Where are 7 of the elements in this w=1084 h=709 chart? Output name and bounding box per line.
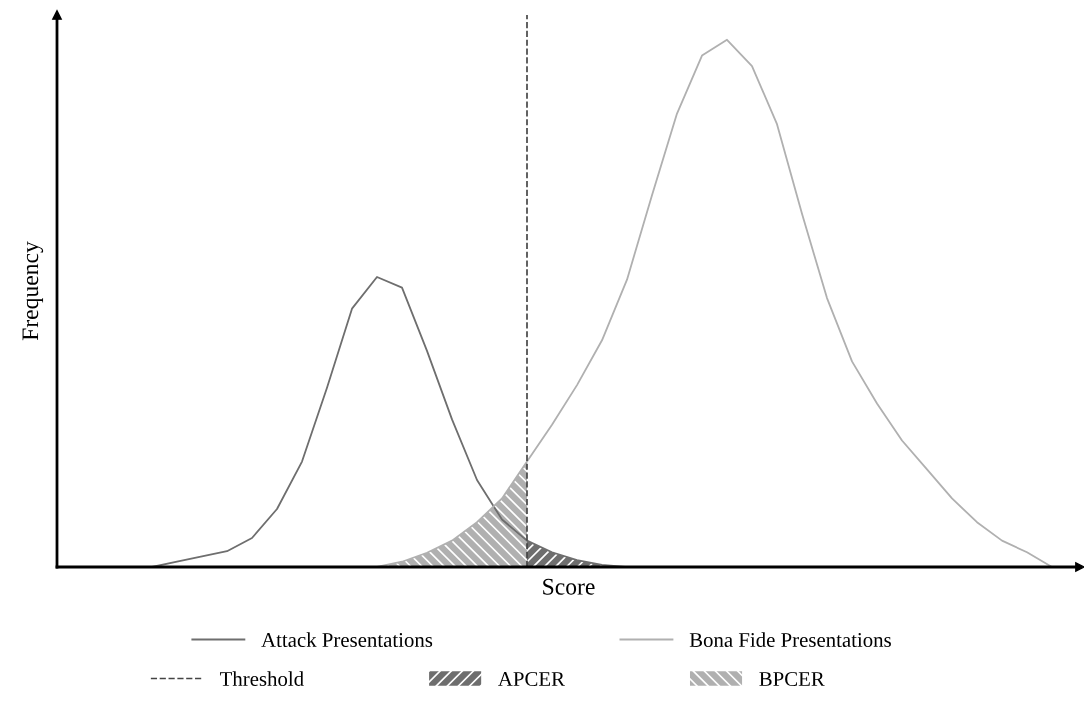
legend-label: BPCER: [759, 672, 825, 687]
legend-label: Attack Presentations: [261, 632, 433, 648]
text: Threshold: [219, 671, 304, 687]
x-axis-title: Score: [543, 578, 595, 595]
legend-label: APCER: [498, 672, 565, 687]
legend-label: Bona Fide Presentations: [689, 632, 891, 648]
y-axis-title: Frequency: [22, 241, 44, 341]
